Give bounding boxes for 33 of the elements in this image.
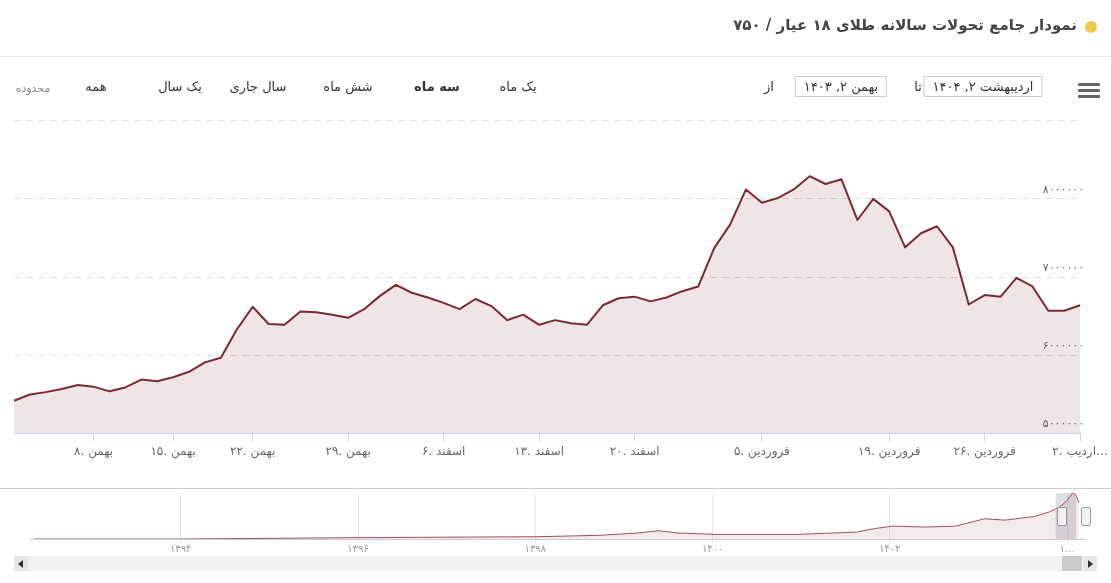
x-tick-label: ۱۵. بهمن [150, 443, 196, 459]
text: یک ماه [499, 79, 537, 94]
x-tick-label: ۱۴۰۲ [879, 542, 901, 554]
x-tick-label: ۲. اردیب… [1052, 443, 1109, 459]
text: همه [85, 79, 107, 94]
x-tick-label: ۱۳۹۶ [347, 542, 369, 554]
x-tick-label: ۲۲. بهمن [229, 443, 276, 459]
x-tick-label: ۱۳. اسفند [514, 443, 565, 458]
text: سال جاری [229, 79, 287, 94]
text: محدوده [15, 82, 51, 95]
y-tick-label: ۸۰۰۰۰۰۰ [1042, 182, 1085, 196]
text: تا [914, 79, 922, 94]
x-tick-label: ۱۴۰۰ [701, 542, 724, 554]
x-tick-label: ۵. فروردین [733, 443, 790, 459]
y-tick-label: ۵۰۰۰۰۰۰ [1042, 417, 1085, 431]
x-tick-label: ۶. اسفند [421, 443, 466, 458]
x-tick-label: ۱… [1059, 542, 1075, 554]
x-tick-label: ۱۳۹۸ [524, 542, 547, 554]
text: یک سال [158, 79, 202, 94]
text: سه ماه [414, 79, 460, 94]
x-tick-label: ۲۶. فروردین [953, 443, 1016, 459]
text: شش ماه [323, 79, 373, 94]
x-tick-label: ۲۹. بهمن [325, 443, 371, 459]
text: از [764, 79, 774, 94]
x-tick-label: ۲۰. اسفند [609, 443, 660, 458]
x-tick-label: ۸. بهمن [74, 443, 114, 459]
text: بهمن ۲, ۱۴۰۳ [794, 76, 888, 97]
chart-title: نمودار جامع تحولات سالانه طلای ۱۸ عیار / ۷۵۰ [733, 16, 1077, 34]
x-tick-label: ۱۳۹۴ [169, 542, 192, 554]
x-tick-label: ۱۹. فروردین [858, 443, 921, 459]
text: اردیبهشت ۲, ۱۴۰۴ [923, 76, 1043, 97]
y-tick-label: ۷۰۰۰۰۰۰ [1042, 260, 1085, 274]
y-tick-label: ۶۰۰۰۰۰۰ [1042, 339, 1085, 353]
